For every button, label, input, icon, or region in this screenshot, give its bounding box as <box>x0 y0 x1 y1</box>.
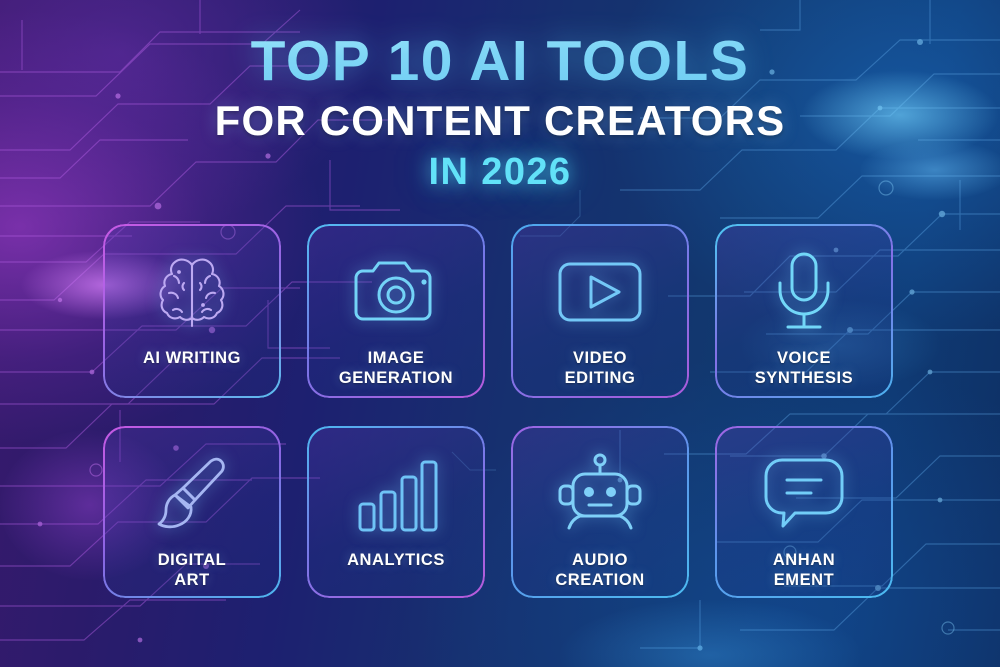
tool-card-chat-enhancement[interactable]: ANHAN EMENT <box>715 426 893 598</box>
paintbrush-icon <box>142 448 242 540</box>
tool-card-label: VIDEO EDITING <box>564 349 636 388</box>
microphone-icon <box>754 246 854 338</box>
title-line-year: IN 2026 <box>428 150 572 193</box>
tool-card-label: ANHAN EMENT <box>772 551 836 590</box>
tool-card-grid: AI WRITING IMAGE GENERATION <box>103 224 893 598</box>
tool-card-label: AUDIO CREATION <box>555 551 645 590</box>
tool-card-ai-writing[interactable]: AI WRITING <box>103 224 281 398</box>
brain-icon <box>142 246 242 338</box>
title-line-secondary: FOR CONTENT CREATORS <box>214 97 786 145</box>
title-line-primary: TOP 10 AI TOOLS <box>0 32 1000 90</box>
tool-card-label: IMAGE GENERATION <box>338 349 454 388</box>
title-block: TOP 10 AI TOOLS FOR CONTENT CREATORS IN … <box>0 32 1000 192</box>
robot-icon <box>550 448 650 540</box>
tool-card-voice-synthesis[interactable]: VOICE SYNTHESIS <box>715 224 893 398</box>
tool-card-analytics[interactable]: ANALYTICS <box>307 426 485 598</box>
tool-card-label: DIGITAL ART <box>157 551 227 590</box>
tool-card-label: AI WRITING <box>142 349 242 367</box>
chat-bubble-icon <box>754 448 854 540</box>
tool-card-image-generation[interactable]: IMAGE GENERATION <box>307 224 485 398</box>
tool-card-digital-art[interactable]: DIGITAL ART <box>103 426 281 598</box>
tool-card-audio-creation[interactable]: AUDIO CREATION <box>511 426 689 598</box>
bar-chart-icon <box>346 448 446 540</box>
tool-card-label: ANALYTICS <box>347 551 445 569</box>
camera-icon <box>346 246 446 338</box>
tool-card-label: VOICE SYNTHESIS <box>754 349 854 388</box>
video-play-icon <box>550 246 650 338</box>
tool-card-video-editing[interactable]: VIDEO EDITING <box>511 224 689 398</box>
